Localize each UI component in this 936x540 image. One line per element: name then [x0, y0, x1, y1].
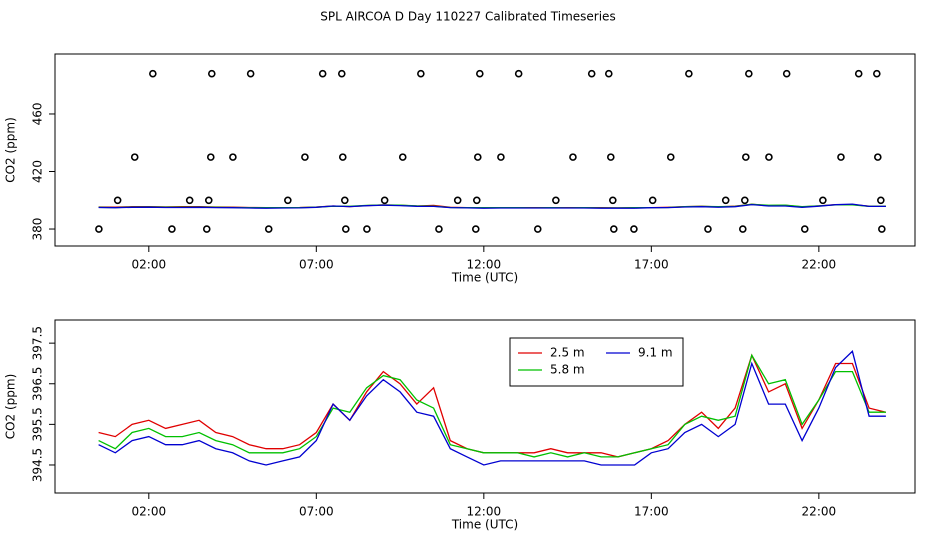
x-tick-label: 12:00 — [467, 258, 502, 272]
series-line — [98, 353, 887, 458]
point — [206, 153, 215, 161]
point — [552, 196, 560, 205]
y-tick-label: 380 — [31, 218, 45, 241]
point — [341, 225, 350, 233]
x-axis-label: Time (UTC) — [451, 518, 518, 532]
y-tick-label: 396.5 — [31, 367, 45, 401]
point — [742, 153, 750, 161]
point — [837, 153, 845, 161]
point — [800, 225, 809, 233]
point — [471, 225, 480, 233]
point — [741, 196, 749, 205]
point — [453, 196, 462, 205]
point — [168, 225, 176, 233]
point — [202, 225, 211, 233]
series-line — [98, 353, 886, 458]
point — [569, 153, 577, 161]
y-tick-label: 397.5 — [31, 326, 45, 360]
point — [435, 225, 443, 233]
point — [337, 69, 346, 78]
point — [229, 153, 237, 161]
point — [630, 225, 638, 233]
point — [819, 196, 827, 205]
point — [130, 153, 139, 161]
point — [340, 196, 349, 205]
x-tick-label: 22:00 — [802, 505, 837, 519]
y-tick-label: 420 — [31, 160, 45, 183]
legend-label: 5.8 m — [550, 363, 585, 377]
point — [745, 69, 753, 78]
x-tick-label: 07:00 — [299, 505, 334, 519]
point — [472, 196, 481, 205]
x-axis-label: Time (UTC) — [451, 271, 518, 285]
point — [873, 69, 881, 78]
point — [284, 196, 292, 205]
point — [113, 196, 122, 205]
x-tick-label: 02:00 — [132, 258, 167, 272]
point — [610, 225, 618, 233]
x-tick-label: 12:00 — [467, 505, 502, 519]
point — [854, 69, 863, 78]
point — [264, 225, 273, 233]
point — [782, 69, 791, 78]
point — [514, 69, 523, 78]
series-line — [98, 350, 886, 466]
point — [497, 153, 505, 161]
legend-label: 2.5 m — [550, 346, 585, 360]
x-tick-label: 17:00 — [634, 505, 669, 519]
y-tick-label: 394.5 — [31, 448, 45, 482]
series-line — [98, 203, 886, 209]
point — [721, 196, 730, 205]
point — [607, 153, 615, 161]
point — [587, 69, 596, 78]
point — [765, 153, 773, 161]
point — [878, 225, 886, 233]
point — [149, 69, 157, 78]
point — [476, 69, 484, 78]
point — [185, 196, 194, 205]
plot-frame — [54, 53, 916, 247]
point — [204, 196, 213, 205]
point — [398, 153, 407, 161]
x-tick-label: 17:00 — [634, 258, 669, 272]
x-tick-label: 07:00 — [299, 258, 334, 272]
point — [609, 196, 617, 205]
y-axis-label: CO2 (ppm) — [4, 117, 18, 183]
point — [338, 153, 347, 161]
point — [648, 196, 657, 205]
point — [533, 225, 542, 233]
point — [207, 69, 216, 78]
point — [738, 225, 747, 233]
y-axis-label: CO2 (ppm) — [4, 374, 18, 440]
point — [246, 69, 255, 78]
x-tick-label: 02:00 — [132, 505, 167, 519]
point — [95, 225, 103, 233]
point — [318, 69, 327, 78]
point — [704, 225, 712, 233]
legend-box — [509, 337, 684, 387]
point — [604, 69, 613, 78]
point — [877, 196, 885, 205]
point — [473, 153, 482, 161]
y-tick-label: 460 — [31, 103, 45, 126]
point — [685, 69, 693, 78]
point — [380, 196, 389, 205]
point — [666, 153, 675, 161]
x-tick-label: 22:00 — [802, 258, 837, 272]
y-tick-label: 395.5 — [31, 407, 45, 441]
point — [301, 153, 309, 161]
chart-title: SPL AIRCOA D Day 110227 Calibrated Times… — [320, 10, 615, 24]
plot-frame — [54, 319, 916, 494]
point — [417, 69, 425, 78]
point — [874, 153, 882, 161]
legend-label: 9.1 m — [638, 346, 673, 360]
point — [363, 225, 371, 233]
